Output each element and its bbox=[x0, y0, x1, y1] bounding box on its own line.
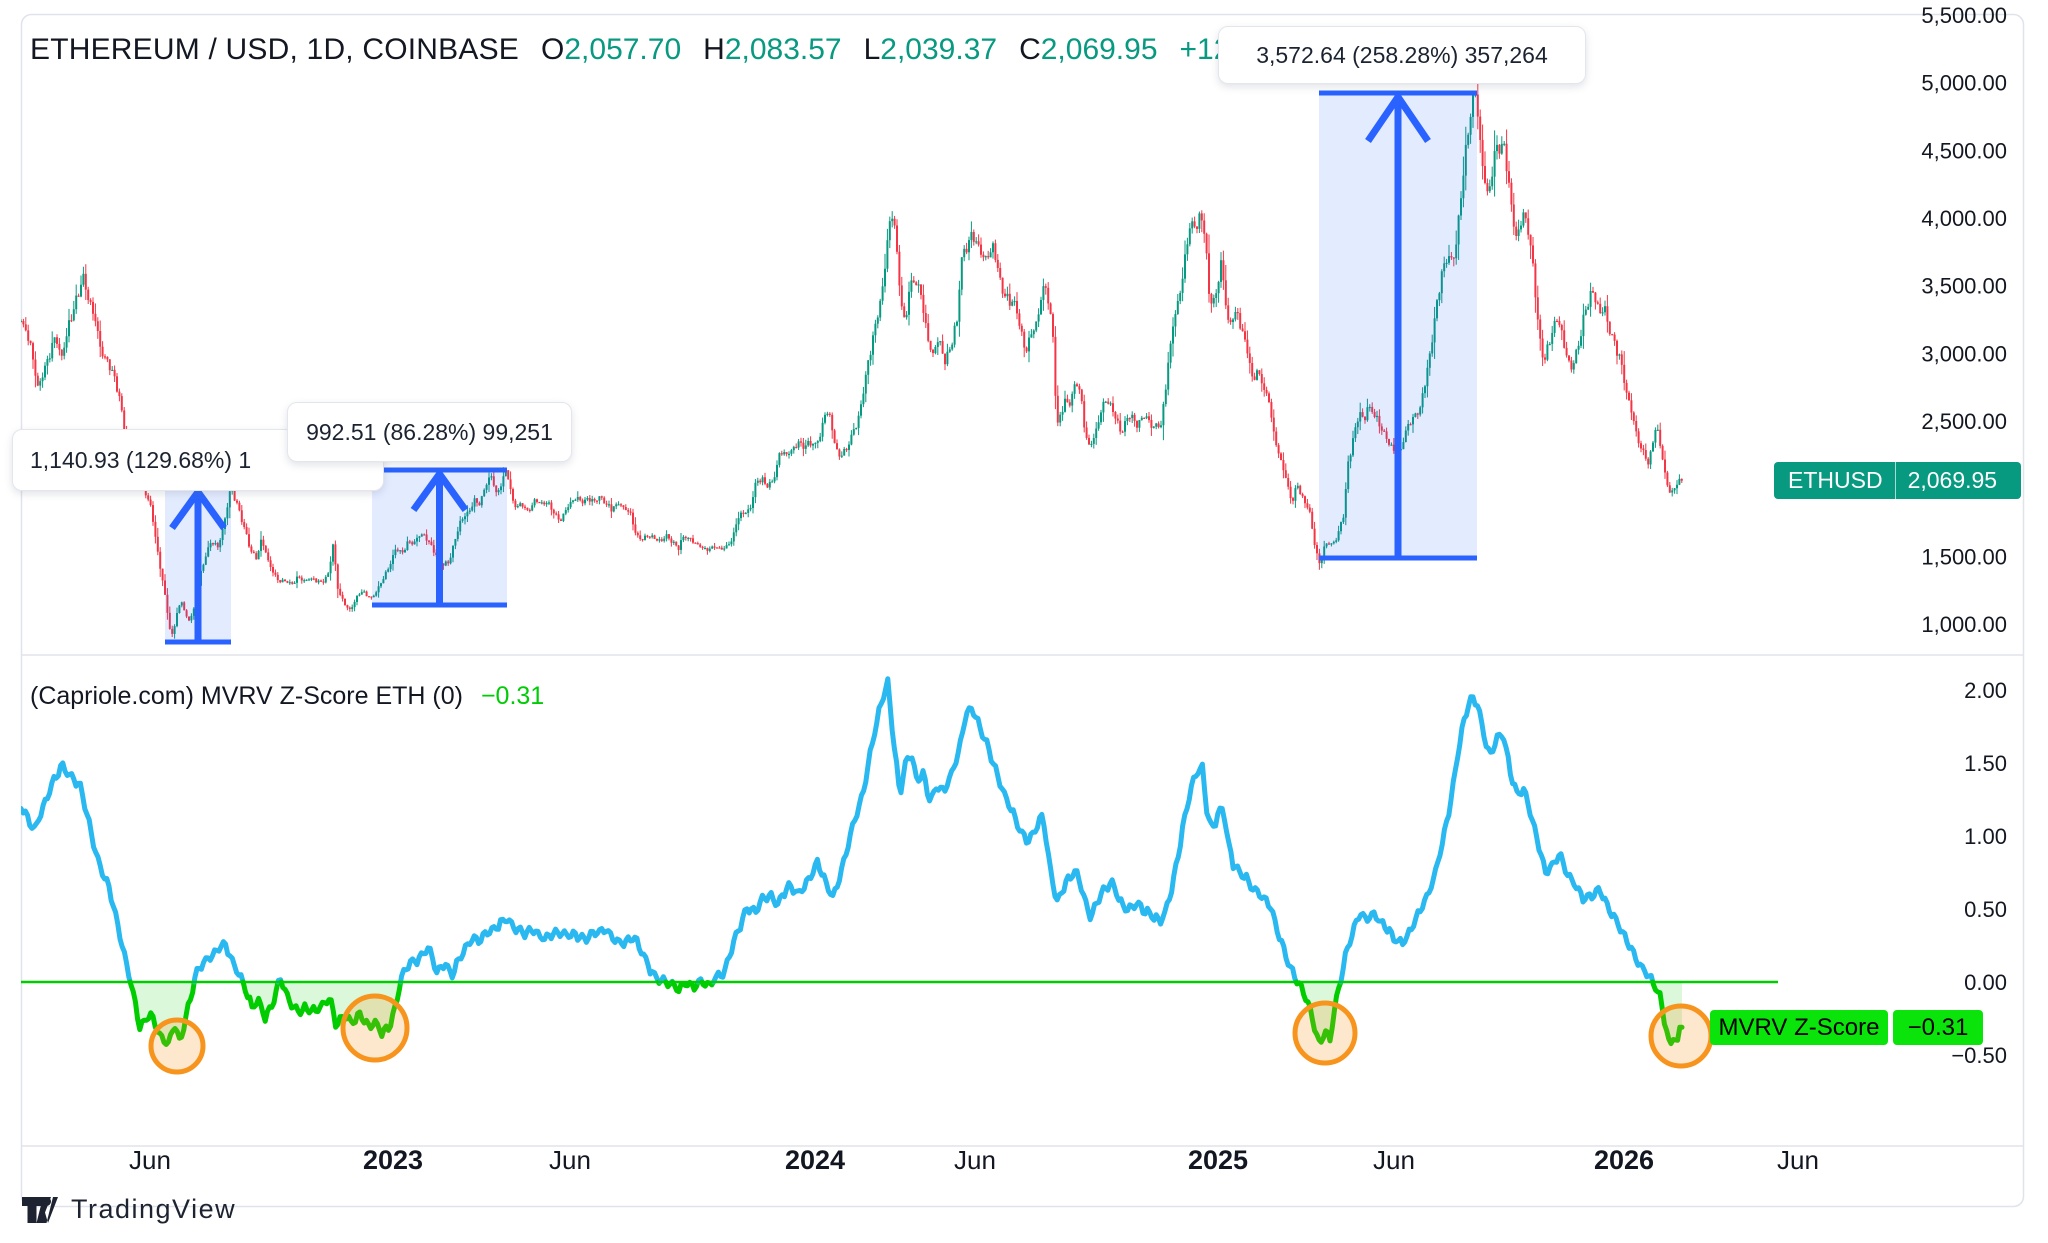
symbol-legend[interactable]: ETHEREUM / USD, 1D, COINBASE O2,057.70 H… bbox=[30, 33, 1403, 67]
last-price-badge[interactable]: ETHUSD 2,069.95 bbox=[1774, 462, 2021, 500]
tradingview-logo-icon bbox=[22, 1196, 58, 1223]
indicator-legend[interactable]: (Capriole.com) MVRV Z-Score ETH (0) −0.3… bbox=[30, 682, 544, 711]
mvrv-line bbox=[21, 676, 1685, 1047]
price-axis-label[interactable]: 3,500.00 bbox=[1921, 274, 2007, 299]
mvrv-zscore-value-badge[interactable]: −0.31 bbox=[1893, 1010, 1983, 1046]
bottom-highlight-circle[interactable] bbox=[1292, 1000, 1358, 1066]
measure-tooltip-2: 992.51 (86.28%) 99,251 bbox=[287, 402, 572, 462]
time-axis-label[interactable]: 2023 bbox=[363, 1145, 423, 1175]
time-axis-label[interactable]: Jun bbox=[549, 1145, 591, 1175]
symbol-title: ETHEREUM / USD, 1D, COINBASE bbox=[30, 33, 520, 66]
measure-tool[interactable] bbox=[165, 485, 231, 645]
indicator-axis-label[interactable]: 1.50 bbox=[1964, 751, 2007, 776]
measure-tool[interactable] bbox=[372, 467, 507, 608]
price-axis-label[interactable]: 5,000.00 bbox=[1921, 71, 2007, 96]
bottom-highlight-circle[interactable] bbox=[340, 993, 410, 1063]
ohlc-open: O2,057.70 bbox=[541, 33, 682, 66]
indicator-axis-label[interactable]: 0.50 bbox=[1964, 897, 2007, 922]
price-axis-label[interactable]: 5,500.00 bbox=[1921, 3, 2007, 28]
price-axis-label[interactable]: 4,500.00 bbox=[1921, 138, 2007, 163]
measure-tooltip-3: 3,572.64 (258.28%) 357,264 bbox=[1218, 26, 1586, 84]
time-axis-label[interactable]: 2025 bbox=[1188, 1145, 1248, 1175]
price-axis-label[interactable]: 1,500.00 bbox=[1921, 544, 2007, 569]
indicator-title: (Capriole.com) MVRV Z-Score ETH (0) bbox=[30, 682, 463, 710]
time-axis-label[interactable]: 2026 bbox=[1594, 1145, 1654, 1175]
tradingview-logo-text: TradingView bbox=[71, 1194, 237, 1224]
chart-card-border bbox=[20, 13, 2025, 1208]
ohlc-low: L2,039.37 bbox=[863, 33, 998, 66]
time-axis-label[interactable]: Jun bbox=[1373, 1145, 1415, 1175]
badge-symbol: ETHUSD bbox=[1788, 467, 1883, 494]
price-axis-label[interactable]: 3,000.00 bbox=[1921, 341, 2007, 366]
time-axis-label[interactable]: 2024 bbox=[785, 1145, 845, 1175]
ohlc-close: C2,069.95 bbox=[1019, 33, 1158, 66]
indicator-axis-label[interactable]: 0.00 bbox=[1964, 970, 2007, 995]
mvrv-zscore-label-badge[interactable]: MVRV Z-Score bbox=[1710, 1010, 1888, 1046]
badge-divider bbox=[1894, 462, 1896, 500]
indicator-axis-label[interactable]: −0.50 bbox=[1951, 1043, 2007, 1068]
indicator-axis-label[interactable]: 2.00 bbox=[1964, 678, 2007, 703]
indicator-value: −0.31 bbox=[480, 682, 545, 710]
price-axis-label[interactable]: 1,000.00 bbox=[1921, 612, 2007, 637]
tradingview-logo[interactable]: TradingView bbox=[22, 1194, 236, 1225]
time-axis-label[interactable]: Jun bbox=[129, 1145, 171, 1175]
indicator-axis-label[interactable]: 1.00 bbox=[1964, 824, 2007, 849]
measure-tool[interactable] bbox=[1319, 90, 1477, 561]
price-axis-label[interactable]: 4,000.00 bbox=[1921, 206, 2007, 231]
badge-price: 2,069.95 bbox=[1907, 467, 1998, 494]
candlestick-series bbox=[21, 79, 1683, 639]
time-axis-label[interactable]: Jun bbox=[1777, 1145, 1819, 1175]
bottom-highlight-circle[interactable] bbox=[1648, 1003, 1714, 1069]
ohlc-high: H2,083.57 bbox=[703, 33, 842, 66]
bottom-highlight-circle[interactable] bbox=[148, 1017, 206, 1075]
price-axis-label[interactable]: 2,500.00 bbox=[1921, 409, 2007, 434]
time-axis-label[interactable]: Jun bbox=[954, 1145, 996, 1175]
